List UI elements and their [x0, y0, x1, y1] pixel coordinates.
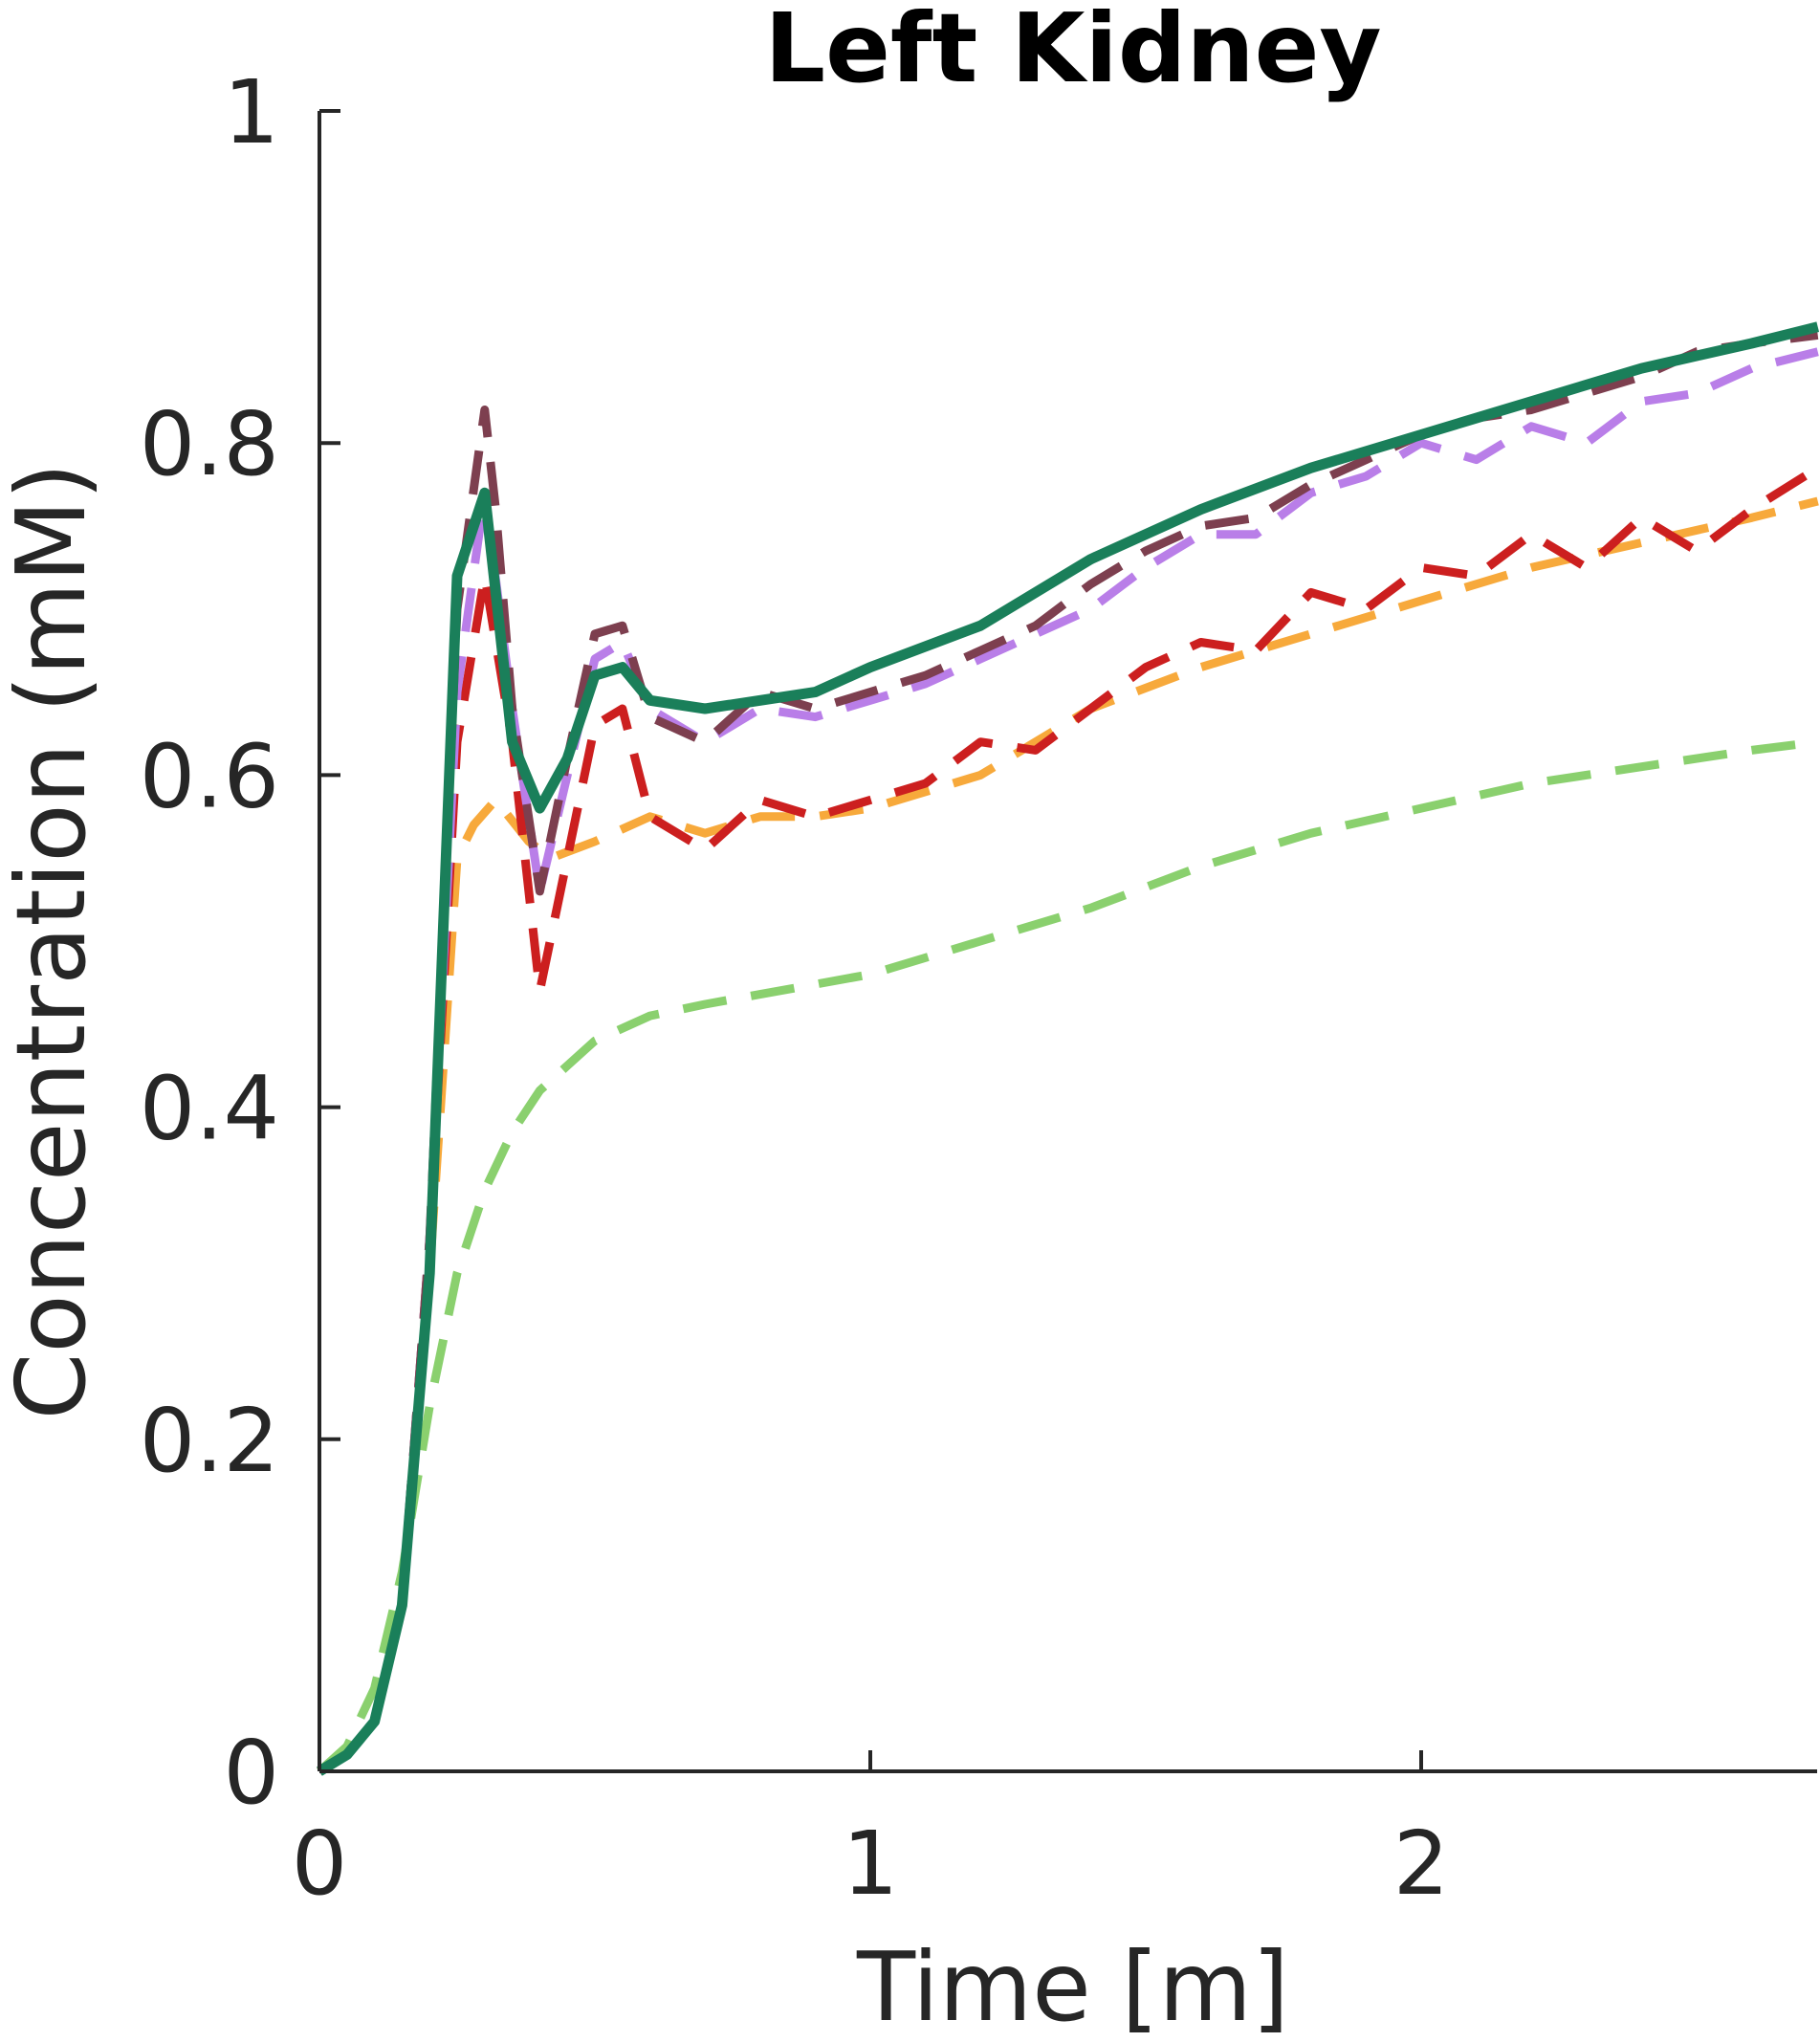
x-axis-label: Time [m] [856, 1931, 1289, 2042]
y-tick-label: 1 [223, 61, 279, 164]
ticks-layer: 0 0.2 0.4 0.6 0.8 1 0 1 2 [140, 61, 1450, 1915]
y-tick-label: 0.4 [140, 1058, 279, 1160]
y-axis-label: Concentration (mM) [0, 463, 107, 1420]
series-line-5 [317, 330, 1819, 1775]
series-line-3 [317, 464, 1820, 1775]
series-line-1 [316, 737, 1819, 1775]
y-tick-label: 0.6 [140, 725, 279, 827]
y-tick-label: 0.2 [140, 1390, 279, 1492]
x-tick-label: 1 [843, 1812, 899, 1915]
chart-title: Left Kidney [764, 0, 1381, 104]
series-layer [316, 321, 1820, 1776]
y-tick-label: 0 [223, 1722, 279, 1824]
x-tick-label: 0 [292, 1812, 348, 1915]
y-tick-label: 0.8 [140, 393, 279, 495]
series-line-6 [317, 321, 1820, 1776]
axes-layer [318, 111, 1817, 1773]
series-line-4 [317, 347, 1819, 1775]
x-tick-label: 2 [1393, 1812, 1450, 1915]
series-line-2 [317, 496, 1819, 1775]
